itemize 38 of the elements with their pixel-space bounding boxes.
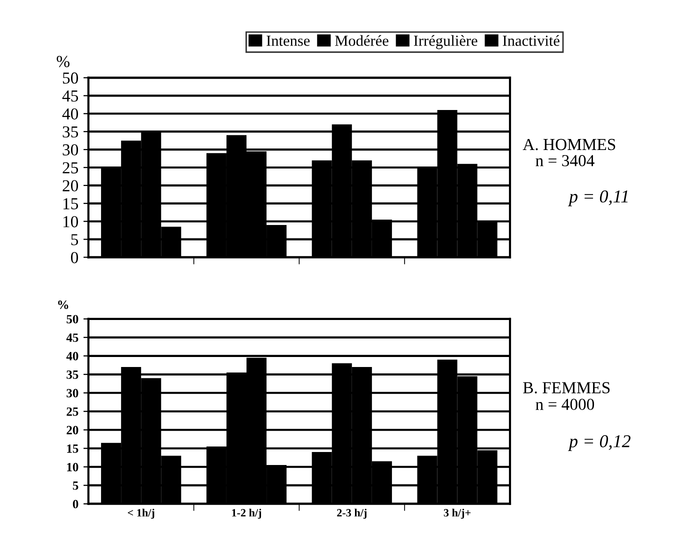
x-tick-label: 2-3 h/j: [337, 508, 366, 519]
y-tick-label: 10: [67, 462, 78, 472]
y-tick-label: 25: [62, 162, 78, 174]
y-axis-title: %: [56, 56, 70, 68]
y-tick-label: 35: [66, 370, 78, 379]
y-tick-label: 0: [70, 252, 78, 264]
y-tick-label: 50: [62, 72, 78, 84]
legend-label: Inactivité: [502, 35, 560, 46]
y-tick-label: 15: [63, 198, 78, 210]
text: B. FEMMES: [523, 382, 610, 394]
y-tick-label: 30: [62, 144, 78, 156]
y-tick-label: 45: [66, 334, 78, 342]
legend-label: Intense: [266, 36, 310, 46]
text: n = 4000: [536, 398, 594, 410]
text: p = 0,12: [568, 435, 630, 452]
y-tick-label: 10: [63, 216, 78, 228]
legend-label: Irrégulière: [414, 35, 478, 50]
y-tick-label: 50: [66, 314, 78, 324]
x-tick-label: 1-2 h/j: [232, 508, 262, 519]
y-tick-label: 5: [72, 482, 78, 490]
y-tick-label: 20: [62, 180, 78, 192]
y-tick-label: 15: [67, 444, 78, 453]
text: p = 0,11: [568, 190, 628, 206]
x-tick-label: 3 h/j+: [444, 508, 471, 519]
legend-label: Modérée: [335, 35, 388, 46]
text: A. HOMMES: [522, 138, 616, 150]
y-tick-label: 20: [66, 426, 78, 434]
y-tick-label: 40: [66, 352, 78, 360]
y-tick-label: 45: [62, 90, 78, 102]
y-tick-label: 30: [66, 388, 78, 398]
y-tick-label: 35: [62, 126, 78, 138]
y-axis-title: %: [58, 300, 68, 310]
y-tick-label: 25: [66, 407, 78, 416]
y-tick-label: 5: [71, 234, 78, 246]
y-tick-label: 0: [72, 500, 78, 508]
text: n = 3404: [536, 155, 594, 166]
y-tick-label: 40: [62, 108, 78, 120]
x-tick-label: < 1h/j: [128, 508, 154, 519]
